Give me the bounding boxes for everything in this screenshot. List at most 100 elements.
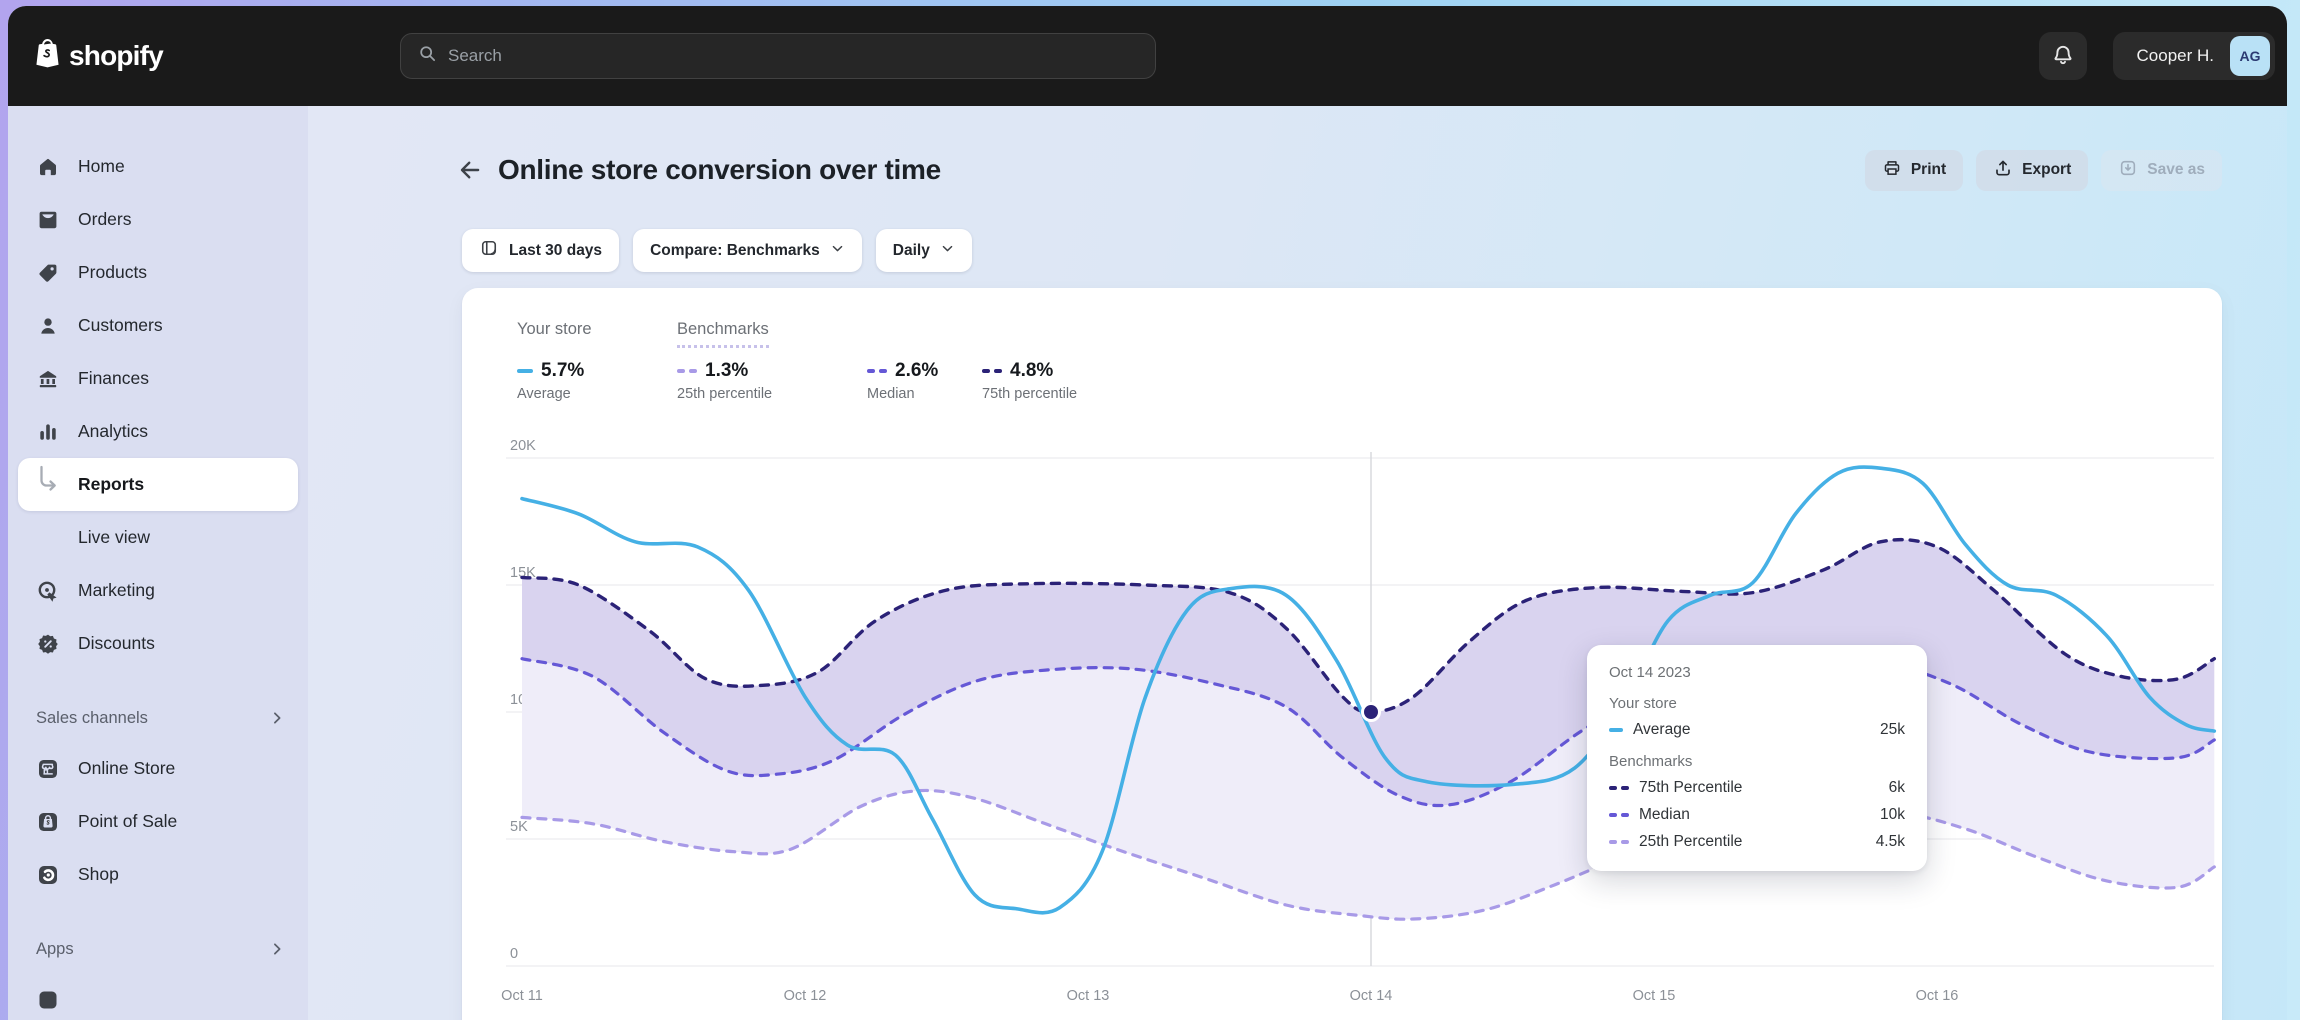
tooltip-row-25th-percentile: 25th Percentile 4.5k <box>1609 833 1905 851</box>
page-actions: Print Export Save as <box>1864 149 2222 191</box>
top-bar-right: Cooper H. AG <box>2038 32 2275 80</box>
button-label: Export <box>2022 161 2072 178</box>
sidebar-item-label: Customers <box>78 315 163 335</box>
user-menu[interactable]: Cooper H. AG <box>2112 32 2275 80</box>
filter-compare-benchmarks[interactable]: Compare: Benchmarks <box>633 229 862 272</box>
sidebar-item-label: Live view <box>78 527 150 547</box>
sidebar-section-label: Apps <box>36 939 74 958</box>
user-name: Cooper H. <box>2136 46 2214 65</box>
series-swatch-median <box>1609 813 1629 817</box>
bell-icon <box>2051 43 2075 70</box>
sidebar-item-label: Home <box>78 156 125 176</box>
export-button[interactable]: Export <box>1976 149 2089 191</box>
sidebar-item-home[interactable]: Home <box>18 140 298 193</box>
tooltip-series-name: Average <box>1633 721 1691 738</box>
legend-entry-average: 5.7% Average <box>517 360 584 402</box>
legend-entry-median: 2.6% Median <box>867 360 938 402</box>
sidebar-item-label: Analytics <box>78 421 149 441</box>
shop-icon <box>36 863 60 887</box>
tooltip-series-value: 10k <box>1880 806 1905 823</box>
button-label: Print <box>1910 161 1947 178</box>
hover-marker-dot <box>1361 702 1381 722</box>
back-button[interactable] <box>452 152 488 188</box>
sidebar-section-apps[interactable]: Apps <box>8 925 308 973</box>
printer-icon <box>1882 158 1902 183</box>
y-tick-20K: 20K <box>510 438 536 454</box>
sidebar-item-reports[interactable]: Reports <box>18 458 298 511</box>
series-swatch-average <box>517 369 533 373</box>
x-tick-oct-12: Oct 12 <box>784 988 827 1004</box>
legend-value: 1.3% <box>705 360 749 381</box>
sidebar-item-point-of-sale[interactable]: Point of Sale <box>18 795 298 848</box>
main-content: Online store conversion over time Print E… <box>308 106 2287 1020</box>
calendar-icon <box>479 238 499 263</box>
chevron-down-icon <box>940 241 955 261</box>
customers-icon <box>36 314 60 338</box>
finances-icon <box>36 367 60 391</box>
search-placeholder: Search <box>448 46 502 65</box>
filter-last-30-days[interactable]: Last 30 days <box>462 229 620 272</box>
sidebar-item-customers[interactable]: Customers <box>18 299 298 352</box>
chevron-down-icon <box>830 241 845 261</box>
button-label: Save as <box>2147 161 2205 178</box>
pos-icon <box>36 810 60 834</box>
search-input[interactable]: Search <box>400 33 1156 79</box>
save-as-button: Save as <box>2101 149 2222 191</box>
analytics-icon <box>36 420 60 444</box>
app-window: shopify Search Cooper H. AG Home Orders Pr… <box>8 6 2287 1020</box>
sidebar-item-analytics[interactable]: Analytics <box>18 405 298 458</box>
sidebar-item-label: Online Store <box>78 758 176 778</box>
sidebar-item-item[interactable] <box>18 973 298 1020</box>
tooltip-row-median: Median 10k <box>1609 806 1905 824</box>
home-icon <box>36 155 60 179</box>
sidebar: Home Orders Products Customers Finances Analy… <box>8 106 308 1020</box>
tooltip-series-name: 25th Percentile <box>1639 833 1743 850</box>
save-icon <box>2118 158 2138 183</box>
series-swatch-median <box>867 369 887 373</box>
legend-group-your-store: Your store <box>517 320 592 338</box>
sidebar-item-discounts[interactable]: Discounts <box>18 617 298 670</box>
orders-icon <box>36 208 60 232</box>
top-bar: shopify Search Cooper H. AG <box>8 6 2287 106</box>
tooltip-row-75th-percentile: 75th Percentile 6k <box>1609 779 1905 797</box>
sidebar-item-finances[interactable]: Finances <box>18 352 298 405</box>
app-icon <box>36 988 60 1012</box>
legend-group-benchmarks: Benchmarks <box>677 320 769 348</box>
search-icon <box>417 43 438 69</box>
filter-label: Compare: Benchmarks <box>650 241 820 259</box>
sidebar-item-label: Products <box>78 262 148 282</box>
series-swatch-25th-percentile <box>1609 840 1629 844</box>
sidebar-item-label: Discounts <box>78 633 155 653</box>
x-tick-oct-14: Oct 14 <box>1350 988 1393 1004</box>
shopify-logo[interactable]: shopify <box>34 38 164 74</box>
series-swatch-75th-percentile <box>1609 786 1629 790</box>
filter-label: Daily <box>892 241 930 259</box>
sidebar-item-orders[interactable]: Orders <box>18 193 298 246</box>
tooltip-date: Oct 14 2023 <box>1609 664 1691 681</box>
filter-daily[interactable]: Daily <box>875 229 972 272</box>
sidebar-item-products[interactable]: Products <box>18 246 298 299</box>
sidebar-item-live-view[interactable]: Live view <box>18 511 298 564</box>
legend-value: 4.8% <box>1010 360 1054 381</box>
sidebar-item-shop[interactable]: Shop <box>18 848 298 901</box>
products-icon <box>36 261 60 285</box>
sidebar-item-label: Shop <box>78 864 119 884</box>
legend-sublabel: Average <box>517 386 571 402</box>
notifications-button[interactable] <box>2038 32 2087 80</box>
tooltip-row-average: Average 25k <box>1609 721 1905 739</box>
print-button[interactable]: Print <box>1864 149 1964 191</box>
series-swatch-average <box>1609 728 1623 732</box>
tooltip-series-value: 4.5k <box>1875 833 1905 850</box>
sidebar-item-marketing[interactable]: Marketing <box>18 564 298 617</box>
sidebar-section-sales-channels[interactable]: Sales channels <box>8 694 308 742</box>
tooltip-series-value: 6k <box>1888 779 1905 796</box>
tooltip-series-name: 75th Percentile <box>1639 779 1743 796</box>
brand-wordmark: shopify <box>69 40 164 71</box>
chevron-right-icon <box>268 709 286 727</box>
tooltip-series-name: Median <box>1639 806 1690 823</box>
band-75th-percentile-median <box>522 539 2215 806</box>
chart-legend: Your store Benchmarks 5.7% Average 1.3% 25th … <box>517 320 2222 438</box>
sidebar-item-online-store[interactable]: Online Store <box>18 742 298 795</box>
y-tick-0: 0 <box>510 946 518 962</box>
